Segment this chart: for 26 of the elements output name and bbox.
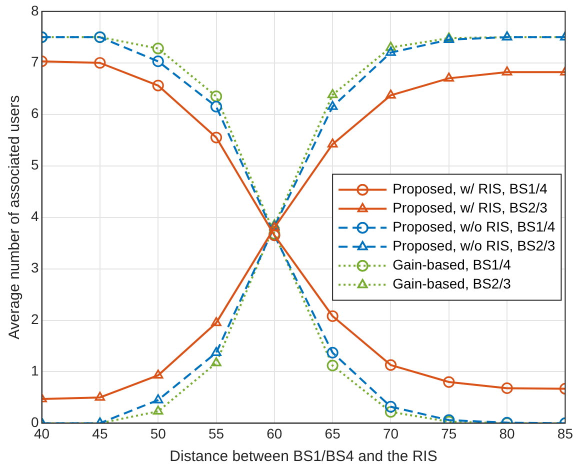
x-tick-label: 75	[441, 425, 457, 442]
legend-label: Gain-based, BS2/3	[392, 276, 512, 292]
y-tick-label: 1	[30, 362, 39, 379]
x-tick-label: 55	[208, 425, 224, 442]
y-tick-label: 7	[30, 54, 39, 70]
x-tick-label: 45	[92, 425, 108, 442]
legend-label: Gain-based, BS1/4	[392, 256, 512, 273]
y-tick-label: 0	[30, 414, 39, 430]
x-tick-label: 85	[557, 425, 574, 442]
y-axis-title: Average number of associated users	[6, 95, 24, 340]
x-tick-label: 70	[382, 425, 399, 442]
y-tick-label: 8	[30, 2, 39, 18]
y-tick-label: 6	[30, 105, 39, 122]
legend-label: Proposed, w/ RIS, BS2/3	[392, 200, 548, 216]
x-tick-label: 60	[266, 425, 282, 442]
x-tick-label: 80	[499, 425, 516, 442]
y-tick-label: 2	[30, 311, 39, 328]
y-tick-label: 5	[30, 156, 39, 173]
legend-label: Proposed, w/o RIS, BS2/3	[392, 238, 556, 254]
legend-label: Proposed, w/o RIS, BS1/4	[392, 218, 556, 235]
x-axis-title: Distance between BS1/BS4 and the RIS	[170, 448, 438, 466]
y-tick-label: 4	[30, 208, 39, 224]
y-tick-label: 3	[30, 260, 39, 276]
x-tick-label: 65	[324, 425, 341, 442]
x-tick-label: 50	[150, 425, 166, 442]
legend-label: Proposed, w/ RIS, BS1/4	[392, 180, 548, 197]
